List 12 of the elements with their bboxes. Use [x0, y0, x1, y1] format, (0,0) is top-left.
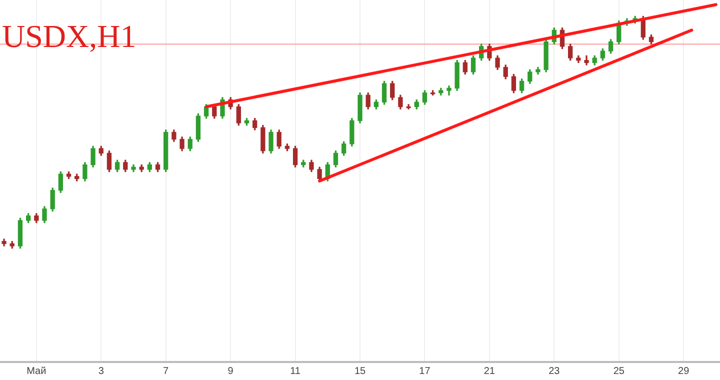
- x-tick-label: 15: [354, 366, 366, 377]
- chart-title: USDX,H1: [2, 18, 136, 55]
- x-tick-label: 7: [163, 366, 170, 377]
- x-tick-label: Май: [26, 366, 46, 377]
- x-tick-label: 29: [678, 366, 690, 377]
- x-tick-label: 23: [548, 366, 560, 377]
- x-tick-label: 17: [419, 366, 431, 377]
- x-tick-label: 3: [98, 366, 104, 377]
- x-tick-label: 21: [484, 366, 496, 377]
- x-tick-label: 9: [228, 366, 234, 377]
- x-tick-label: 11: [290, 366, 301, 377]
- x-tick-label: 25: [613, 366, 625, 377]
